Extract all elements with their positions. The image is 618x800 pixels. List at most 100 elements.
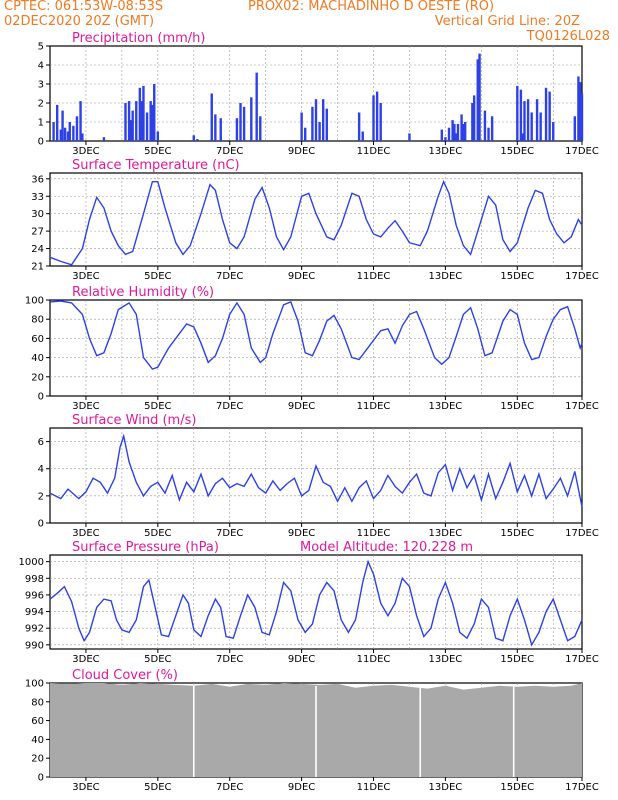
panel-6: 0 20 40 60 80 100 3DEC 5DEC 7DEC 9DEC 11DEC 13DEC 15… xyxy=(25,668,599,793)
panel-1: 0 1 2 3 4 5 3DEC 5DEC 7DEC 9DEC 11DEC 13DEC 15DEC 17D… xyxy=(38,31,599,157)
x-tick-label: 5DEC xyxy=(144,528,171,539)
x-tick-label: 3DEC xyxy=(72,271,99,282)
precip-bar xyxy=(548,91,551,141)
precip-bar xyxy=(156,131,160,141)
precip-bar xyxy=(129,120,133,141)
cloud-gap xyxy=(512,686,515,777)
y-tick-label: 4 xyxy=(38,464,44,475)
precip-bar xyxy=(476,59,479,141)
x-tick-label: 17DEC xyxy=(565,146,599,157)
precip-bar xyxy=(523,101,526,141)
x-tick-label: 5DEC xyxy=(144,654,171,665)
x-tick-label: 15DEC xyxy=(500,782,534,793)
precip-bar xyxy=(127,101,131,141)
precip-bar xyxy=(530,112,533,141)
header-location-line: CPTEC: 061:53W-08:53S xyxy=(4,0,163,14)
precip-bar xyxy=(55,104,59,141)
precip-bar xyxy=(460,114,463,141)
precip-bar xyxy=(478,53,481,141)
y-tick-label: 100 xyxy=(25,679,44,690)
y-tick-label: 0 xyxy=(38,773,44,784)
x-tick-label: 17DEC xyxy=(565,782,599,793)
x-tick-label: 3DEC xyxy=(72,782,99,793)
precip-bar xyxy=(72,125,75,141)
series-line xyxy=(49,179,583,266)
precip-bar xyxy=(131,110,134,141)
precip-bar xyxy=(66,131,70,141)
y-tick-label: 0 xyxy=(38,137,44,148)
precip-bar xyxy=(153,84,156,141)
precip-bar xyxy=(63,127,67,141)
precip-bar xyxy=(196,139,199,141)
x-tick-label: 7DEC xyxy=(216,271,243,282)
y-tick-label: 24 xyxy=(31,244,44,255)
precip-bar xyxy=(456,123,460,141)
y-tick-label: 990 xyxy=(25,640,44,651)
precip-bar xyxy=(535,99,539,141)
series-line xyxy=(49,559,583,647)
y-tick-label: 33 xyxy=(31,192,44,203)
precip-bar xyxy=(463,122,467,141)
x-tick-label: 3DEC xyxy=(72,654,99,665)
y-tick-label: 40 xyxy=(31,735,44,746)
y-tick-label: 30 xyxy=(31,209,44,220)
panel-frame xyxy=(49,427,583,524)
precip-bar xyxy=(490,116,494,141)
x-tick-label: 7DEC xyxy=(216,401,243,412)
precip-bar xyxy=(526,99,530,141)
x-tick-label: 7DEC xyxy=(216,146,243,157)
header-station-name: PROX02: MACHADINHO D OESTE (RO) xyxy=(248,0,494,14)
y-tick-label: 40 xyxy=(31,353,44,364)
series-line xyxy=(49,433,583,507)
precip-bar xyxy=(577,76,580,141)
precip-bar xyxy=(471,103,474,141)
panel-frame xyxy=(49,299,583,397)
precip-bar xyxy=(462,123,465,141)
y-tick-label: 4 xyxy=(38,61,44,72)
precip-bar xyxy=(79,101,82,141)
x-tick-label: 9DEC xyxy=(288,528,315,539)
panel-frame xyxy=(49,554,583,650)
x-tick-label: 9DEC xyxy=(288,271,315,282)
x-tick-label: 9DEC xyxy=(288,401,315,412)
header-run-time: 02DEC2020 20Z (GMT) xyxy=(4,14,154,29)
precip-bar xyxy=(544,87,548,141)
precip-bar xyxy=(149,101,152,141)
x-tick-label: 7DEC xyxy=(216,654,243,665)
precip-bar xyxy=(140,101,143,141)
precip-bar xyxy=(102,137,106,141)
x-tick-label: 9DEC xyxy=(288,782,315,793)
precip-bar xyxy=(440,129,444,141)
y-tick-label: 20 xyxy=(31,754,44,765)
precip-bar xyxy=(214,114,217,141)
precip-bar xyxy=(483,110,487,141)
precip-bar xyxy=(573,116,577,141)
precip-bar xyxy=(375,91,379,141)
x-tick-label: 3DEC xyxy=(72,146,99,157)
x-tick-label: 5DEC xyxy=(144,401,171,412)
precip-bar xyxy=(145,112,149,141)
precip-bar xyxy=(521,133,524,141)
precip-bar xyxy=(135,101,138,141)
header-model-id: TQ0126L028 xyxy=(526,29,610,44)
y-tick-label: 992 xyxy=(25,624,44,635)
x-tick-label: 15DEC xyxy=(500,401,534,412)
x-tick-label: 17DEC xyxy=(565,654,599,665)
y-tick-label: 20 xyxy=(31,372,44,383)
y-tick-label: 0 xyxy=(38,519,44,530)
precip-bar xyxy=(379,103,382,141)
panel-frame xyxy=(49,172,583,267)
panel-title: Surface Pressure (hPa) xyxy=(72,540,219,555)
panel-2: 21 24 27 30 33 36 3DEC 5DEC 7DEC 9DEC 11DEC 13DEC 15… xyxy=(31,158,599,282)
x-tick-label: 5DEC xyxy=(144,271,171,282)
y-tick-label: 0 xyxy=(38,392,44,403)
panel-5: 990 992 994 996 998 1000 3DEC 5DEC 7DEC 9DEC 11DEC… xyxy=(19,540,599,665)
panel-title: Precipitation (mm/h) xyxy=(72,31,205,46)
y-tick-label: 36 xyxy=(31,174,44,185)
y-tick-label: 27 xyxy=(31,227,44,238)
precip-bar xyxy=(487,127,490,141)
x-tick-label: 9DEC xyxy=(288,146,315,157)
y-tick-label: 1 xyxy=(38,118,44,129)
x-tick-label: 15DEC xyxy=(500,654,534,665)
